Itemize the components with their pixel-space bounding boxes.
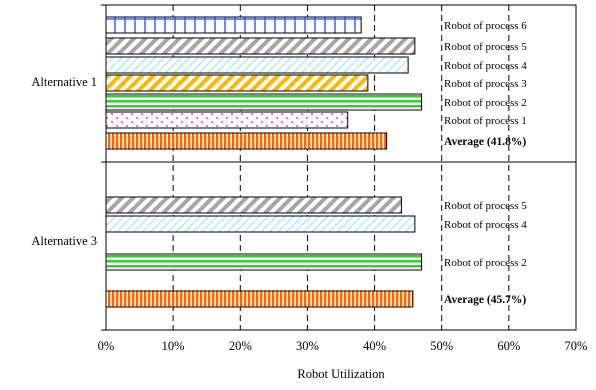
bar-alternative-3-robot-of-process-5-label: Robot of process 5: [444, 200, 527, 212]
x-tick-label-40: 40%: [363, 339, 386, 353]
bar-alternative-1-robot-of-process-2: [105, 93, 423, 111]
group-label-alternative-3: Alternative 3: [31, 234, 97, 248]
plot-frame: [101, 4, 577, 331]
bar-alternative-1-robot-of-process-4: [105, 56, 409, 74]
bar-alternative-1-robot-of-process-6: [105, 16, 362, 34]
bar-alternative-1-robot-of-process-1: [105, 111, 349, 129]
bar-labels: Alternative 1 Robot of process 6 Robot of …: [31, 20, 527, 306]
bar-alternative-1-robot-of-process-5-label: Robot of process 5: [444, 41, 527, 53]
x-tick-label-70: 70%: [565, 339, 588, 353]
x-tick-label-60: 60%: [497, 339, 520, 353]
bar-alternative-3-robot-of-process-5: [105, 196, 402, 214]
bar-alternative-1-robot-of-process-3: [105, 74, 369, 92]
bar-alternative-3-robot-of-process-2-label: Robot of process 2: [444, 257, 527, 269]
bar-alternative-1-robot-of-process-5: [105, 37, 416, 55]
bar-alternative-1-robot-of-process-3-label: Robot of process 3: [444, 78, 527, 90]
x-tick-label-0: 0%: [98, 339, 115, 353]
bar-alternative-3-robot-of-process-2: [105, 253, 423, 271]
group-label-alternative-1: Alternative 1: [31, 75, 97, 89]
bar-alternative-1-robot-of-process-4-label: Robot of process 4: [444, 60, 527, 72]
x-tick-label-50: 50%: [430, 339, 453, 353]
x-tick-label-30: 30%: [296, 339, 319, 353]
bar-alternative-3-average-45-7-label: Average (45.7%): [444, 294, 526, 306]
plot-border: [105, 4, 577, 331]
bar-alternative-1-average-41-8: [105, 132, 388, 150]
bar-alternative-1-robot-of-process-2-label: Robot of process 2: [444, 97, 527, 109]
x-tick-label-10: 10%: [162, 339, 185, 353]
bar-alternative-1-average-41-8-label: Average (41.8%): [444, 136, 526, 148]
x-axis-title: Robot Utilization: [297, 367, 385, 381]
bar-alternative-3-robot-of-process-4-label: Robot of process 4: [444, 219, 527, 231]
bar-alternative-3-robot-of-process-4: [105, 215, 416, 233]
bar-alternative-1-robot-of-process-1-label: Robot of process 1: [444, 115, 527, 127]
x-tick-label-20: 20%: [229, 339, 252, 353]
bar-alternative-1-robot-of-process-6-label: Robot of process 6: [444, 20, 527, 32]
x-axis: 0% 10% 20% 30% 40% 50% 60% 70%: [98, 339, 588, 353]
bar-alternative-3-average-45-7: [105, 290, 414, 308]
